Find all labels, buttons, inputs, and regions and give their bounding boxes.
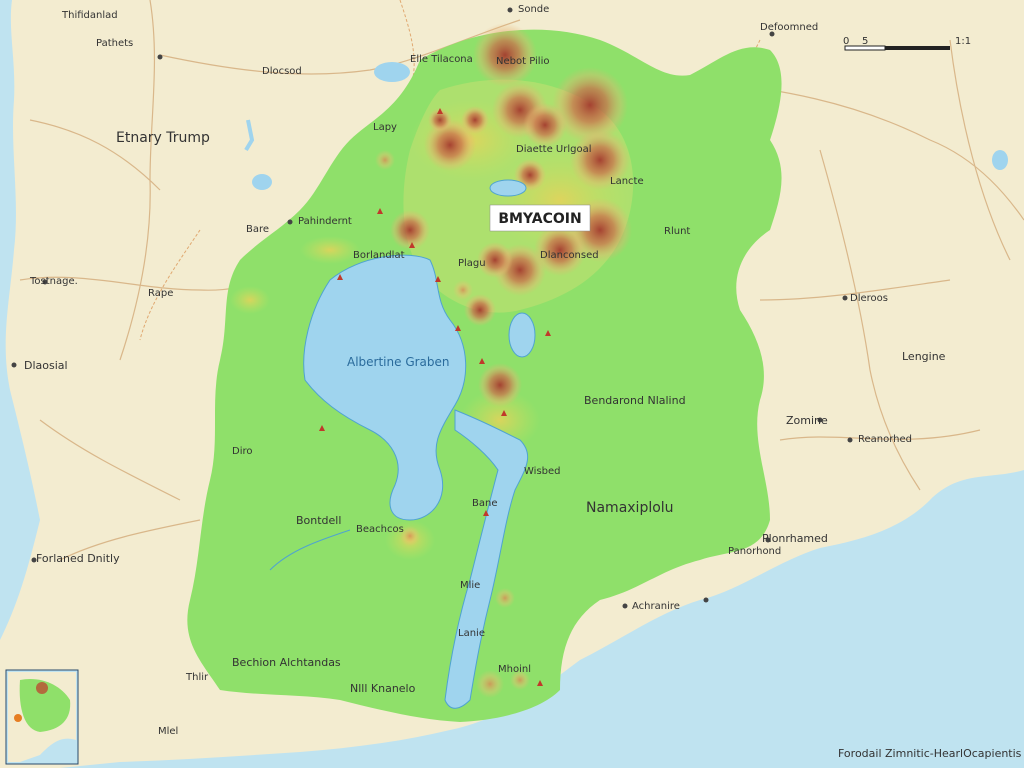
lake-label: Albertine Graben <box>347 355 450 369</box>
heat-hotspots <box>375 23 632 698</box>
label-t15: Rape <box>148 288 173 299</box>
label-t26: Diro <box>232 446 253 457</box>
pond-2 <box>252 174 272 190</box>
label-t23: Zomine <box>786 414 828 427</box>
pond-3 <box>992 150 1008 170</box>
label-t28: Beachcos <box>356 524 404 535</box>
label-t5: Dlocsod <box>262 66 302 77</box>
scale-tick-5: 5 <box>862 36 868 47</box>
label-t3: Defoomned <box>760 22 818 33</box>
place-labels: Thifidanlad Sonde Defoomned Pathets Dloc… <box>24 4 946 737</box>
label-t11: Pahindernt <box>298 216 352 227</box>
label-t12: Lancte <box>610 176 644 187</box>
city-markers <box>11 7 853 609</box>
label-t19: Dlanconsed <box>540 250 599 261</box>
label-t9: Lapy <box>373 122 397 133</box>
road-network <box>19 0 1024 561</box>
label-t24: Reanorhed <box>858 434 912 445</box>
label-t14: Tostnage. <box>29 276 78 287</box>
label-t7: Nebot Pilio <box>496 56 549 67</box>
label-t27: Bontdell <box>296 514 341 527</box>
label-t32: Forlaned Dnitly <box>36 552 120 565</box>
label-t20: Bendarond Nlalind <box>584 394 686 407</box>
stream-1 <box>244 119 255 152</box>
label-t4: Pathets <box>96 38 133 49</box>
label-t35: Achranire <box>632 601 680 612</box>
river-lake <box>444 409 529 709</box>
label-t31: Plonrhamed <box>762 532 828 545</box>
label-t2: Sonde <box>518 4 549 15</box>
label-t13: Bare <box>246 224 269 235</box>
label-t6: Elle Tilacona <box>410 54 473 65</box>
label-t39: Nlll Knanelo <box>350 682 416 695</box>
label-t30: Wisbed <box>524 466 561 477</box>
central-label-box[interactable]: BMYACOIN <box>489 204 591 232</box>
label-t8: Etnary Trump <box>116 130 210 146</box>
scale-end-label: 1:1 <box>955 36 971 47</box>
label-t16: Rlunt <box>664 226 690 237</box>
central-label: BMYACOIN <box>498 211 581 227</box>
pond-1 <box>374 62 410 82</box>
small-lake <box>508 312 536 358</box>
label-t41: Mhoinl <box>498 664 531 675</box>
label-t40: Mlel <box>158 726 178 737</box>
inset-map[interactable] <box>5 669 79 765</box>
label-t10: Diaette Urlgoal <box>516 144 592 155</box>
label-t18: Plagu <box>458 258 486 269</box>
label-t21: Dleroos <box>850 293 888 304</box>
water-bodies <box>244 62 1008 709</box>
scale-tick-0: 0 <box>843 36 849 47</box>
scale-bar: 0 5 1:1 <box>843 36 971 51</box>
label-t33: Mlie <box>460 580 480 591</box>
label-t22: Lengine <box>902 350 946 363</box>
label-t36: Lanie <box>458 628 485 639</box>
northern-pond <box>489 179 527 197</box>
event-markers <box>319 108 551 686</box>
label-t37: Bechion Alchtandas <box>232 656 341 669</box>
label-t38: Thlir <box>185 672 209 683</box>
label-t1: Thifidanlad <box>61 10 118 21</box>
stream-2 <box>269 529 351 571</box>
legend-text: Forodail Zimnitic-HearlOcapientis <box>838 747 1022 760</box>
albertine-lake <box>303 254 467 521</box>
label-t29: Bane <box>472 498 497 509</box>
label-t17: Borlandlat <box>353 250 405 261</box>
label-t34: Panorhond <box>728 546 781 557</box>
label-t25: Dlaosial <box>24 359 68 372</box>
region-label: Namaxiplolu <box>586 500 674 516</box>
